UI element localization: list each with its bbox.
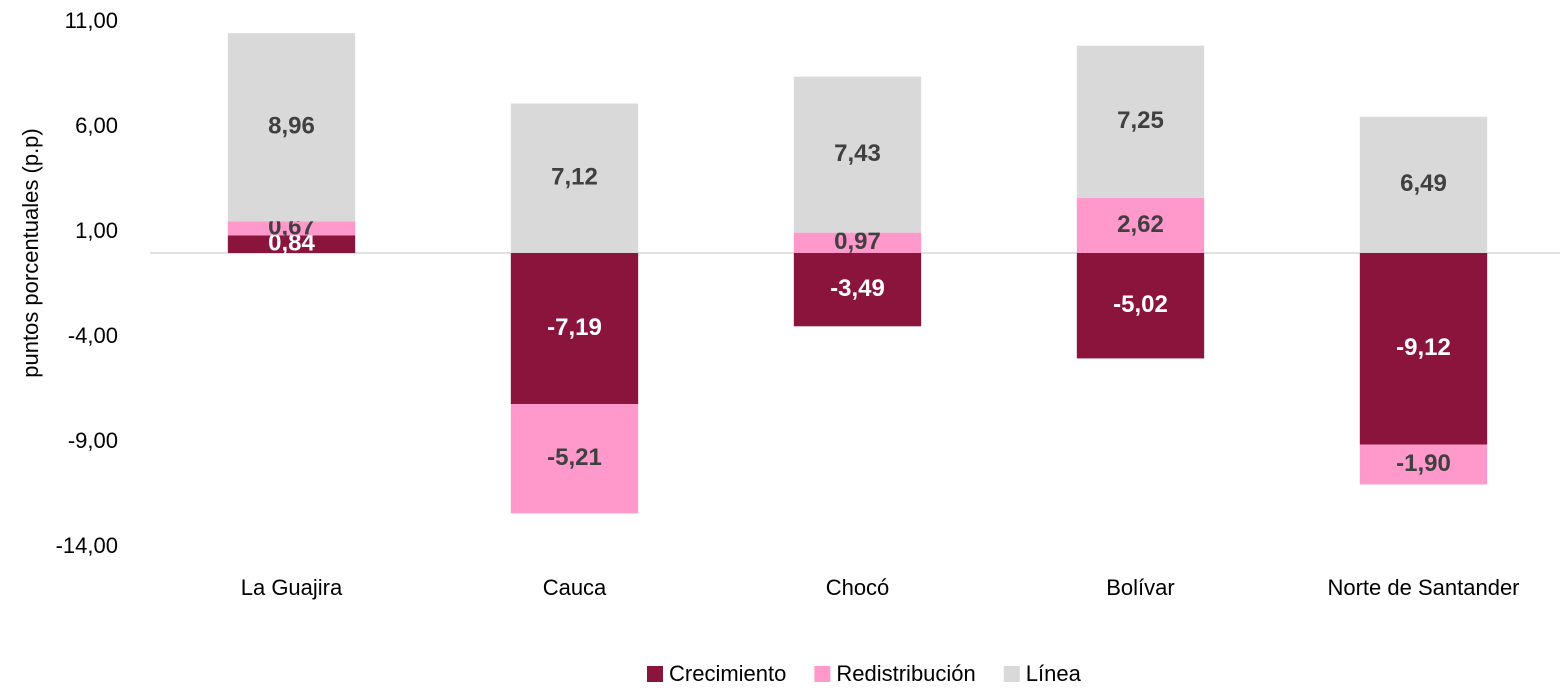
value-label: 7,25 xyxy=(1117,107,1164,134)
bar-segment xyxy=(510,103,639,253)
bar-segment xyxy=(1359,444,1488,485)
x-tick-label: Bolívar xyxy=(1106,575,1174,600)
legend-label: Crecimiento xyxy=(669,661,786,686)
value-label: 0,97 xyxy=(834,228,881,255)
legend-swatch xyxy=(1003,666,1020,682)
bar-segment xyxy=(510,253,639,404)
bar-segment xyxy=(1076,45,1205,198)
value-label: -3,49 xyxy=(830,275,885,302)
bar-segment xyxy=(227,221,356,236)
bar-segment xyxy=(510,403,639,514)
x-tick-label: Norte de Santander xyxy=(1327,575,1519,600)
y-tick-label: -14,00 xyxy=(56,533,118,558)
value-label: 8,96 xyxy=(268,113,315,140)
x-tick-label: Chocó xyxy=(826,575,890,600)
value-label: 7,43 xyxy=(834,140,881,167)
legend-label: Redistribución xyxy=(836,661,975,686)
y-tick-label: -9,00 xyxy=(68,428,118,453)
value-label: 6,49 xyxy=(1400,170,1447,197)
y-tick-label: 11,00 xyxy=(65,8,118,33)
value-label: -1,90 xyxy=(1396,450,1451,477)
legend-label: Línea xyxy=(1026,661,1082,686)
y-tick-label: -4,00 xyxy=(68,323,118,348)
bar-segment xyxy=(1359,116,1488,254)
bar-segment xyxy=(793,232,922,253)
legend-swatch xyxy=(814,666,831,682)
bar-segment xyxy=(227,235,356,253)
value-label: 7,12 xyxy=(551,164,598,191)
bar-segment xyxy=(1076,253,1205,359)
value-label: -7,19 xyxy=(547,314,602,341)
bar-segment xyxy=(1359,253,1488,445)
y-tick-label: 6,00 xyxy=(75,113,118,138)
x-tick-label: Cauca xyxy=(543,575,607,600)
y-axis-title: puntos porcentuales (p.p) xyxy=(18,128,43,378)
value-label: 2,62 xyxy=(1117,211,1164,238)
bar-segment xyxy=(793,76,922,233)
bar-segment xyxy=(793,253,922,327)
value-label: -9,12 xyxy=(1396,334,1451,361)
value-label: -5,21 xyxy=(547,444,602,471)
bar-segment xyxy=(1076,197,1205,253)
bar-segment xyxy=(227,33,356,222)
legend-swatch xyxy=(647,666,663,682)
x-tick-label: La Guajira xyxy=(241,575,343,600)
y-tick-label: 1,00 xyxy=(75,218,118,243)
value-label: -5,02 xyxy=(1113,291,1168,318)
